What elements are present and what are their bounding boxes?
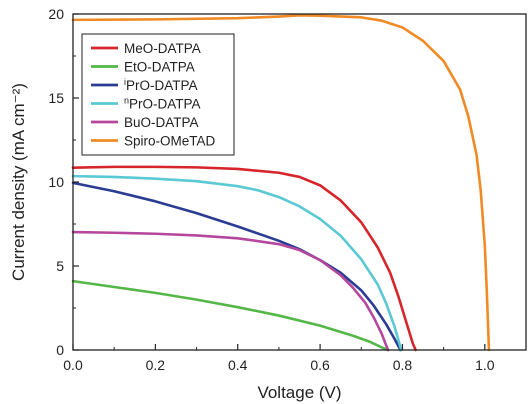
x-tick-label: 0.0 [63,357,83,373]
x-tick-label: 0.8 [393,357,413,373]
x-tick-label: 0.2 [146,357,166,373]
legend-label-5: Spiro-OMeTAD [124,134,216,149]
x-tick-label: 0.4 [228,357,248,373]
y-axis-label: Current density (mA cm⁻²) [9,83,28,281]
series-line-0 [71,165,417,352]
axis-ticks: 0.0 0.2 0.4 0.6 0.8 1.0 0 5 10 15 20 [48,6,527,373]
y-tick-label: 10 [48,174,64,190]
legend-label-2: iPrO-DATPA [124,77,198,93]
y-tick-label: 0 [56,342,64,358]
y-tick-label: 5 [56,258,64,274]
legend-label-3: nPrO-DATPA [124,96,201,112]
legend-box [81,33,235,156]
legend-label-0: MeO-DATPA [124,41,201,56]
legend-label-1: EtO-DATPA [124,60,195,75]
legend: MeO-DATPA EtO-DATPA iPrO-DATPA nPrO-DATPA Bu… [81,33,235,156]
series-line-3 [71,174,403,352]
x-tick-label: 1.0 [475,357,495,373]
series-line-2 [71,181,402,352]
legend-label-4: BuO-DATPA [124,115,199,130]
series-curves [71,14,491,352]
series-line-1 [71,279,390,352]
series-line-4 [71,230,390,352]
series-line-5 [71,14,491,352]
y-tick-label: 15 [48,90,64,106]
x-axis-label: Voltage (V) [257,383,341,402]
y-tick-label: 20 [48,6,64,22]
x-tick-label: 0.6 [310,357,330,373]
